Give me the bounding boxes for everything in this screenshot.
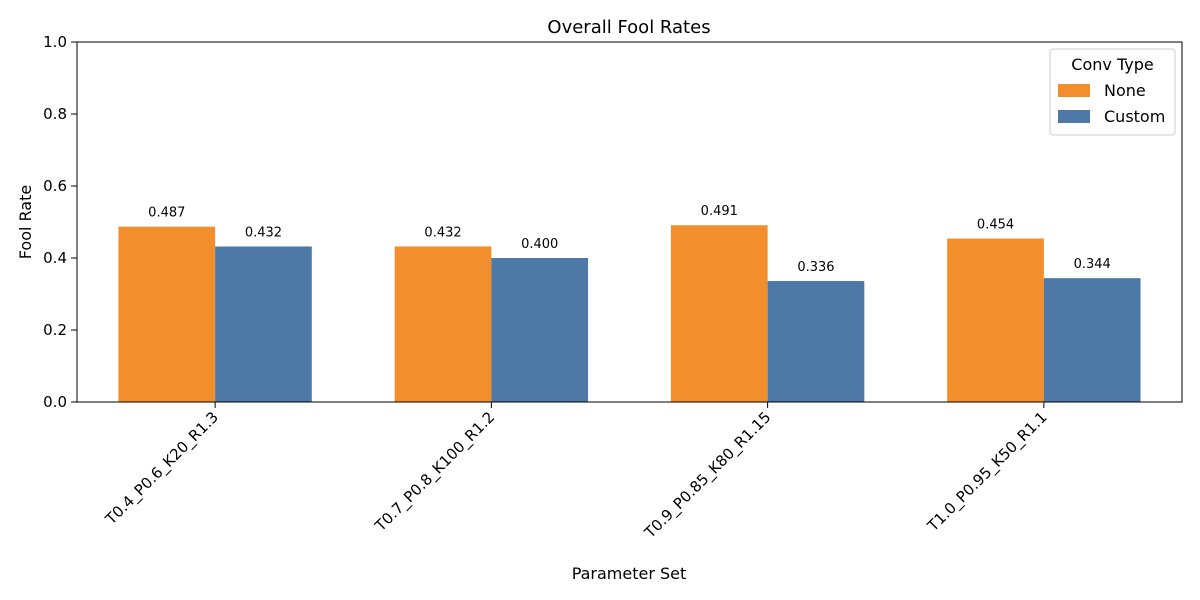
bar-custom <box>215 246 312 402</box>
bar-custom <box>1043 278 1141 402</box>
x-tick-label: T0.7_P0.8_K100_R1.2 <box>371 408 499 536</box>
bar-value-label: 0.432 <box>424 225 461 240</box>
y-tick-label: 0.2 <box>43 321 67 339</box>
bar-value-label: 0.336 <box>797 260 834 275</box>
x-tick-label: T0.9_P0.85_K80_R1.15 <box>640 408 775 543</box>
plot-area: 0.0 0.2 0.4 0.6 0.8 1.0 0.487 0.432 T0.4_P0.6_K2… <box>43 33 1141 543</box>
bar-value-label: 0.344 <box>1074 257 1111 272</box>
legend: Conv Type None Custom <box>1049 48 1176 136</box>
axes-frame <box>76 41 1183 403</box>
bar-value-label: 0.491 <box>701 204 738 219</box>
bar-custom <box>767 281 865 402</box>
y-tick-label: 0.0 <box>43 393 67 411</box>
y-tick-label: 0.4 <box>43 249 67 267</box>
bar-none <box>947 238 1044 402</box>
y-tick-label: 1.0 <box>43 33 67 51</box>
bar-value-label: 0.432 <box>245 225 282 240</box>
y-axis-label: Fool Rate <box>16 185 35 259</box>
y-tick-label: 0.8 <box>43 105 67 123</box>
legend-swatch-custom <box>1058 110 1090 123</box>
x-axis-label: Parameter Set <box>572 564 687 583</box>
bar-value-label: 0.454 <box>977 218 1014 233</box>
bar-none <box>670 225 768 402</box>
legend-title: Conv Type <box>1071 55 1153 74</box>
bar-none <box>394 246 492 402</box>
legend-swatch-none <box>1058 84 1090 97</box>
bar-none <box>118 226 216 402</box>
legend-label-custom: Custom <box>1104 107 1165 126</box>
legend-label-none: None <box>1104 81 1146 100</box>
bar-value-label: 0.400 <box>521 237 558 252</box>
chart-title: Overall Fool Rates <box>547 17 710 38</box>
x-tick-label: T0.4_P0.6_K20_R1.3 <box>101 408 222 529</box>
bar-value-label: 0.487 <box>148 206 185 221</box>
bar-custom <box>491 258 589 402</box>
x-tick-label: T1.0_P0.95_K50_R1.1 <box>923 408 1051 536</box>
y-tick-label: 0.6 <box>43 177 67 195</box>
